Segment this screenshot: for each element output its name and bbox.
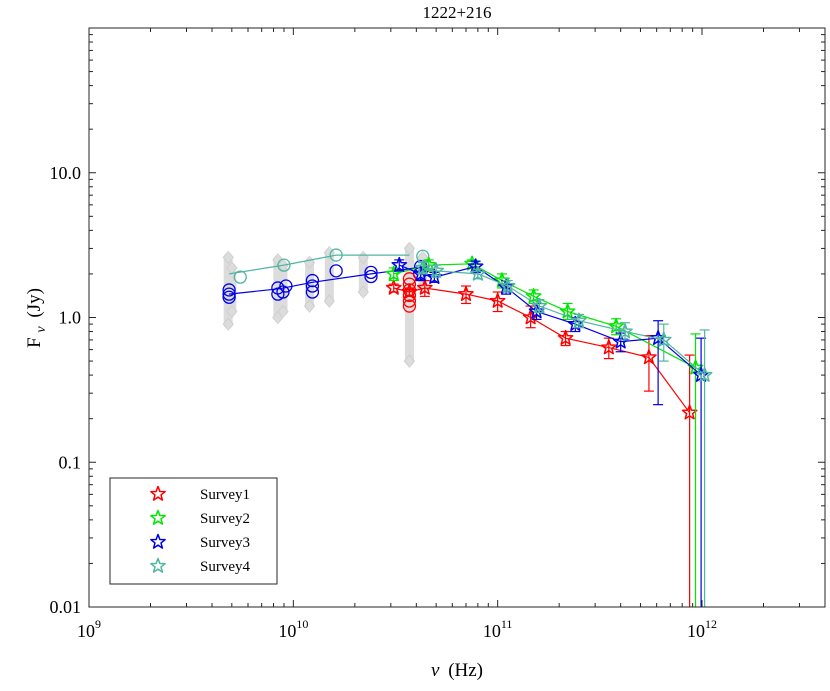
legend-label-survey1: Survey1 — [200, 487, 250, 503]
circle-marker — [364, 269, 378, 284]
circle-marker — [222, 290, 236, 304]
star-marker — [469, 265, 486, 281]
x-axis-label-variable: ν — [431, 660, 440, 681]
star-marker — [525, 288, 542, 304]
x-axis-label-unit: (Hz) — [448, 660, 483, 681]
archival-diamond-marker — [403, 241, 416, 256]
star-marker — [428, 262, 445, 278]
svg-text:F ν (Jy): F ν (Jy) — [24, 288, 50, 348]
circle-marker — [305, 273, 320, 288]
archival-diamond-marker — [226, 304, 238, 319]
y-axis-label-subscript: ν — [34, 326, 49, 333]
series-survey4 — [414, 259, 713, 607]
x-axis-label: ν (Hz) — [431, 660, 483, 681]
circle-marker — [279, 279, 293, 293]
series-survey1 — [385, 279, 698, 607]
legend-star-survey4 — [150, 557, 166, 573]
star-marker — [416, 279, 433, 295]
series-survey2 — [385, 255, 704, 607]
legend-box — [109, 477, 278, 585]
archival-diamond-marker — [303, 299, 316, 313]
legend-label-survey3: Survey3 — [200, 535, 250, 551]
circle-marker — [329, 264, 343, 278]
y-axis-label-unit: (Jy) — [24, 288, 45, 318]
circle-marker — [277, 258, 291, 272]
circle-marker — [222, 287, 236, 301]
y-tick-label: 1.0 — [59, 308, 82, 328]
star-marker — [528, 303, 545, 319]
archival-diamond-marker — [323, 294, 335, 308]
y-axis-label-main: F — [24, 337, 45, 348]
star-marker — [401, 283, 418, 299]
archival-diamond-marker — [277, 304, 289, 319]
archival-diamond-marker — [403, 354, 416, 368]
star-marker — [557, 329, 574, 345]
archival-diamond-marker — [222, 250, 234, 265]
star-marker — [414, 259, 431, 275]
legend-star-survey3 — [150, 533, 166, 549]
archival-data-group — [222, 241, 429, 368]
x-tick-label: 1010 — [278, 617, 308, 641]
star-marker — [385, 265, 402, 281]
star-marker — [531, 297, 548, 313]
y-tick-label: 10.0 — [50, 163, 82, 183]
circle-marker — [276, 285, 290, 299]
star-marker — [571, 312, 587, 328]
star-marker — [458, 285, 474, 301]
star-marker — [559, 303, 576, 319]
star-marker — [499, 277, 516, 293]
circle-markers-group — [222, 248, 430, 313]
star-marker — [617, 323, 633, 339]
survey-series-group — [385, 255, 713, 607]
x-tick-label: 1012 — [687, 617, 717, 641]
connector-lines-group — [229, 254, 417, 295]
series-line — [399, 264, 702, 376]
archival-diamond-marker — [357, 285, 369, 299]
archival-diamond-marker — [222, 317, 234, 331]
legend: Survey1 Survey2 Survey3 Survey4 — [109, 477, 278, 585]
circle-marker — [402, 299, 417, 313]
circle-marker — [364, 265, 378, 280]
x-axis-ticks: 109 1010 1011 1012 — [77, 28, 826, 641]
star-marker — [385, 279, 402, 295]
star-marker — [391, 256, 408, 272]
y-axis-label: F ν (Jy) — [24, 288, 50, 348]
legend-label-survey4: Survey4 — [200, 559, 250, 575]
y-tick-label: 0.01 — [50, 597, 82, 617]
star-marker — [600, 339, 617, 355]
legend-star-survey1 — [150, 485, 166, 501]
circle-marker — [233, 270, 247, 284]
legend-star-survey2 — [150, 509, 166, 525]
circle-marker — [222, 283, 236, 297]
circle-marker — [305, 279, 320, 293]
chart-title: 1222+216 — [422, 3, 491, 22]
series-line — [422, 267, 705, 376]
line-teal — [229, 254, 410, 275]
x-tick-label: 1011 — [483, 617, 513, 641]
y-axis-ticks: 0.01 0.1 1.0 10.0 — [50, 34, 825, 617]
star-marker — [641, 349, 657, 365]
legend-label-survey2: Survey2 — [200, 511, 250, 527]
star-marker — [655, 331, 672, 347]
star-marker — [489, 292, 506, 308]
star-marker — [696, 366, 713, 382]
y-tick-label: 0.1 — [59, 452, 82, 472]
x-tick-label: 109 — [77, 617, 101, 641]
circle-marker — [329, 248, 343, 262]
